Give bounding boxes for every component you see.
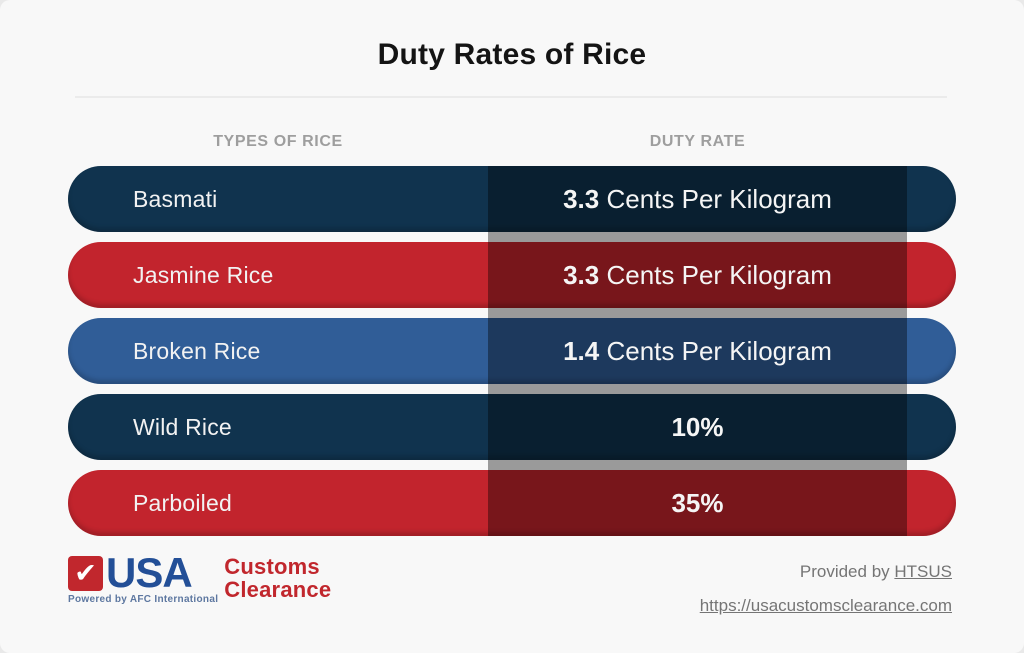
- duty-rate-value: 1.4 Cents Per Kilogram: [563, 336, 832, 366]
- table-row-wild-rice: Wild Rice 10%: [68, 394, 956, 460]
- htsus-link[interactable]: HTSUS: [894, 562, 952, 581]
- duty-rate-value: 3.3 Cents Per Kilogram: [563, 260, 832, 290]
- rice-type-label: Jasmine Rice: [133, 262, 274, 288]
- website-link[interactable]: https://usacustomsclearance.com: [699, 596, 952, 615]
- logo-powered-by-text: Powered by AFC International: [68, 594, 219, 605]
- column-header-types-of-rice: TYPES OF RICE: [213, 133, 343, 150]
- rice-type-label: Broken Rice: [133, 338, 261, 364]
- provided-by-line: Provided by HTSUS: [799, 562, 952, 581]
- table-row-jasmine-rice: Jasmine Rice 3.3 Cents Per Kilogram: [68, 242, 956, 308]
- title-divider: [75, 96, 947, 98]
- column-header-duty-rate: DUTY RATE: [649, 133, 746, 150]
- duty-rate-value: 35%: [671, 488, 724, 518]
- rice-type-label: Basmati: [133, 186, 218, 212]
- table-row-parboiled: Parboiled 35%: [68, 470, 956, 536]
- logo-customs-clearance-text: Customs Clearance: [224, 554, 332, 602]
- checkmark-icon: ✔: [68, 555, 103, 591]
- footer-attribution: Provided by HTSUS https://usacustomsclea…: [700, 562, 952, 616]
- usa-customs-clearance-logo: ✔ USA Powered by AFC International Custo…: [68, 549, 332, 605]
- page-title: Duty Rates of Rice: [377, 38, 647, 71]
- table-row-basmati: Basmati 3.3 Cents Per Kilogram: [68, 166, 956, 232]
- duty-rate-value: 10%: [671, 412, 724, 442]
- table-row-broken-rice: Broken Rice 1.4 Cents Per Kilogram: [68, 318, 956, 384]
- rice-type-label: Wild Rice: [133, 414, 232, 440]
- column-headers: TYPES OF RICE DUTY RATE: [68, 133, 956, 155]
- rice-duty-table: Basmati 3.3 Cents Per Kilogram Jasmine R…: [68, 166, 956, 536]
- logo-usa-text: USA: [106, 549, 193, 596]
- duty-rate-value: 3.3 Cents Per Kilogram: [563, 184, 832, 214]
- rice-type-label: Parboiled: [133, 490, 232, 516]
